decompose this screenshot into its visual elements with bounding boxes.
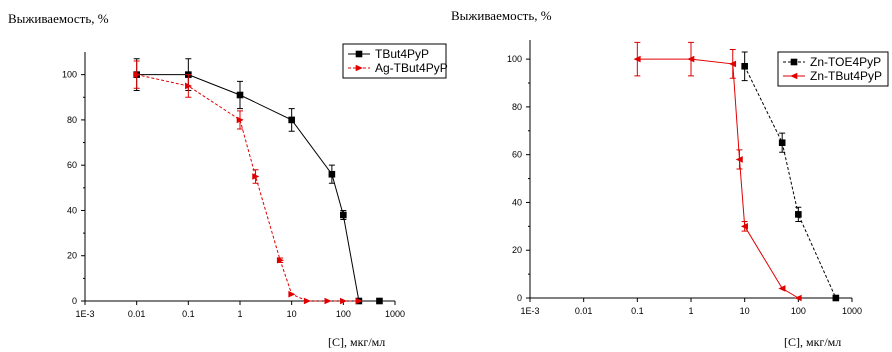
x-tick-label: 10 [287,309,297,319]
data-point [778,139,786,147]
y-tick-label: 80 [512,102,522,112]
x-tick-label: 1000 [385,309,405,319]
x-axis-title: [C], мкг/мл [784,335,841,349]
data-point [303,297,312,305]
data-point [376,297,383,305]
x-tick-label: 10 [740,306,750,316]
data-point [288,290,296,298]
y-tick-label: 20 [512,245,522,255]
legend-box [342,43,447,79]
legend-entry: Ag-TBut4PyP [375,61,448,75]
x-axis-title: [C], мкг/мл [328,335,385,349]
data-point [340,297,348,305]
series-line [744,66,837,299]
data-point [328,170,336,178]
legend-swatch-marker [355,50,363,58]
x-tick-label: 1 [688,306,693,316]
data-point [133,71,141,78]
data-point [633,55,641,63]
x-tick-label: 1000 [842,306,862,316]
chart-left: Выживаемость, % [C], мкг/мл 020406080100… [8,11,448,349]
data-point [324,297,332,305]
data-point [236,91,244,99]
x-tick-label: 1 [237,309,242,319]
data-point [832,294,840,302]
y-tick-label: 40 [512,197,522,207]
y-tick-label: 100 [507,54,522,64]
data-point [794,294,802,302]
data-point [795,211,802,218]
x-tick-label: 0.01 [128,309,146,319]
y-tick-label: 0 [72,296,77,306]
x-tick-label: 0.01 [575,306,593,316]
y-axis-title: Выживаемость, % [451,8,552,23]
data-point [778,285,786,292]
chart-right: Выживаемость, % [C], мкг/мл 020406080100… [451,8,889,349]
data-point [740,223,748,230]
x-tick-label: 1E-3 [75,309,94,319]
legend-swatch-marker [790,58,798,66]
data-point [687,55,695,63]
data-point [728,60,737,68]
data-point [735,156,743,163]
y-tick-label: 60 [512,150,522,160]
y-tick-label: 100 [62,70,77,80]
data-point [340,211,347,219]
data-point [236,116,244,124]
y-tick-label: 60 [67,160,77,170]
legend-box [777,51,889,87]
data-point [741,62,748,70]
data-point [355,297,363,305]
legend-swatch-marker [790,72,798,80]
data-point [288,116,295,124]
x-tick-label: 100 [336,309,351,319]
legend-entry: Zn-TBut4PyP [810,69,882,83]
data-point [252,173,260,180]
x-tick-label: 100 [791,306,806,316]
series-line [136,74,380,302]
legend-swatch-marker [355,64,363,72]
y-tick-label: 40 [67,205,77,215]
legend-entry: TBut4PyP [375,47,429,61]
x-tick-label: 1E-3 [520,306,539,316]
y-tick-label: 0 [517,293,522,303]
series-line [136,74,359,302]
y-axis-title: Выживаемость, % [8,11,109,26]
data-point [185,82,193,90]
legend-entry: Zn-TOE4PyP [810,55,881,69]
data-point [276,256,285,264]
y-tick-label: 20 [67,251,77,261]
x-tick-label: 0.1 [182,309,195,319]
series-line [637,58,799,299]
x-tick-label: 0.1 [631,306,644,316]
y-tick-label: 80 [67,115,77,125]
